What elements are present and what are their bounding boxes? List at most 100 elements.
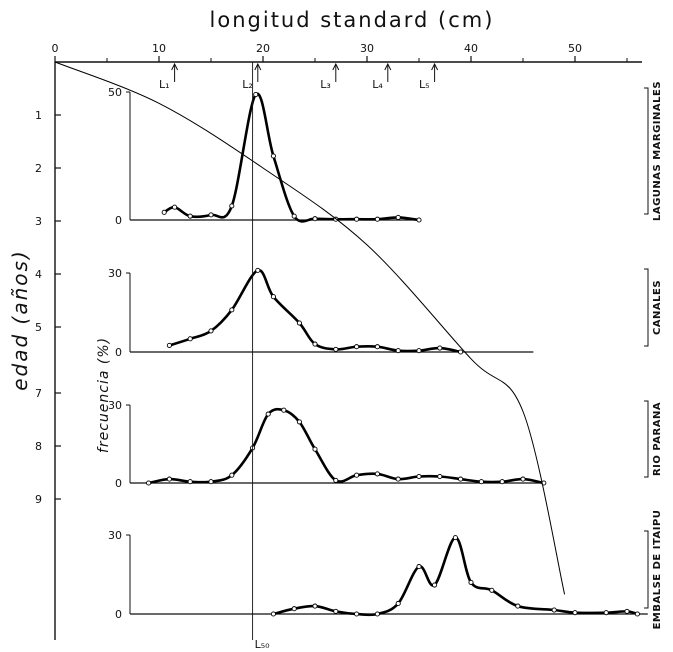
age-tick-label: 2 <box>35 162 42 175</box>
frequency-axis-label: frecuencia (%) <box>96 337 112 453</box>
length-mark-arrowhead <box>384 62 392 71</box>
data-point <box>166 342 172 348</box>
data-point <box>229 307 235 313</box>
data-point <box>253 92 259 98</box>
data-point <box>374 216 380 222</box>
data-point <box>520 476 526 482</box>
growth-curve <box>54 61 566 595</box>
panel-name-label: CANALES <box>652 280 663 335</box>
length-marks: L₁ L₂ L₃ L₄ L₅ L₅₀ <box>159 62 439 651</box>
data-point <box>572 610 578 616</box>
data-point <box>437 473 443 480</box>
data-point <box>270 611 276 617</box>
data-point <box>229 203 235 209</box>
frequency-curve <box>163 92 420 223</box>
data-point <box>208 212 214 218</box>
panel-canales: 30 0 CANALES <box>108 267 663 359</box>
data-point <box>515 603 521 609</box>
data-point <box>478 479 484 485</box>
data-point <box>624 608 630 614</box>
data-point <box>187 479 193 485</box>
data-point <box>395 214 401 220</box>
panel-name-label: EMBALSE DE ITAIPU <box>652 510 663 630</box>
data-point <box>166 476 172 482</box>
data-point <box>265 411 271 417</box>
data-point <box>437 345 443 351</box>
x-tick-label: 20 <box>256 42 270 55</box>
panel-rio-parana: 30 0 RIO PARANA <box>108 399 663 490</box>
age-axis: 1 2 3 4 5 7 8 9 <box>35 62 61 640</box>
x-axis: 0 10 20 30 40 50 <box>52 42 642 63</box>
data-point <box>281 407 287 413</box>
age-tick-label: 9 <box>35 493 42 506</box>
data-point <box>468 579 474 585</box>
data-point <box>395 348 401 354</box>
frequency-curve <box>148 407 545 485</box>
x-tick-label: 30 <box>360 42 374 55</box>
data-point <box>354 344 360 350</box>
panel-bracket <box>644 530 649 609</box>
data-point <box>354 611 360 617</box>
data-point <box>187 213 193 219</box>
panel-bracket <box>644 268 649 347</box>
length-mark-arrowhead <box>431 62 439 71</box>
freq-tick-label: 0 <box>115 608 122 621</box>
data-point <box>146 480 152 486</box>
data-point <box>208 328 214 334</box>
data-point <box>333 608 339 614</box>
x-tick-label: 50 <box>568 42 582 55</box>
freq-tick-label: 0 <box>115 214 122 227</box>
length-mark-arrowhead <box>254 62 262 71</box>
frequency-curve <box>273 536 638 617</box>
data-point <box>229 472 235 478</box>
panel-embalse-de-itaipu: 30 0 EMBALSE DE ITAIPU <box>108 510 663 630</box>
growth-curve-group <box>54 61 566 595</box>
data-point <box>187 336 193 342</box>
data-point <box>270 153 276 159</box>
age-tick-label: 4 <box>35 268 42 281</box>
data-point <box>172 204 178 210</box>
age-tick-label: 5 <box>35 321 42 334</box>
data-point <box>395 600 401 607</box>
length-mark-label: L₁ <box>159 78 170 91</box>
panel-lagunas-marginales: 50 0 LAGUNAS MARGINALES <box>108 81 663 227</box>
data-point <box>312 341 318 347</box>
data-point <box>354 216 360 222</box>
data-point <box>208 479 214 485</box>
data-point <box>416 217 422 223</box>
panel-name-label: LAGUNAS MARGINALES <box>652 81 663 221</box>
data-point <box>374 611 380 617</box>
age-tick-label: 3 <box>35 215 42 228</box>
data-point <box>333 346 339 352</box>
panel-bracket <box>644 87 649 215</box>
data-point <box>291 606 297 612</box>
data-point <box>296 419 302 425</box>
data-point <box>374 344 380 350</box>
data-point <box>603 610 609 616</box>
frequency-panels: 50 0 LAGUNAS MARGINALES 30 0 CANALES 30 0 RIO PA… <box>108 81 663 629</box>
x-tick-label: 40 <box>464 42 478 55</box>
length-mark-arrowhead <box>171 62 179 71</box>
length-mark-arrowhead <box>332 62 340 71</box>
freq-tick-label: 30 <box>108 529 122 542</box>
data-point <box>489 587 495 593</box>
data-point <box>551 607 557 613</box>
freq-tick-label: 0 <box>115 346 122 359</box>
data-point <box>296 320 302 326</box>
data-point <box>255 267 261 273</box>
data-point <box>458 349 464 355</box>
length-mark-label: L₅ <box>419 78 430 91</box>
x-tick-label: 0 <box>52 42 59 55</box>
data-point <box>374 471 380 477</box>
data-point <box>312 603 318 609</box>
age-axis-label: edad (años) <box>8 249 32 391</box>
data-point <box>432 582 438 588</box>
data-point <box>452 535 458 541</box>
length-mark-label: L₃ <box>320 78 331 91</box>
data-point <box>161 209 167 215</box>
data-point <box>499 479 505 485</box>
panel-bracket <box>644 400 649 478</box>
panel-name-label: RIO PARANA <box>652 402 663 476</box>
data-point <box>354 472 360 478</box>
